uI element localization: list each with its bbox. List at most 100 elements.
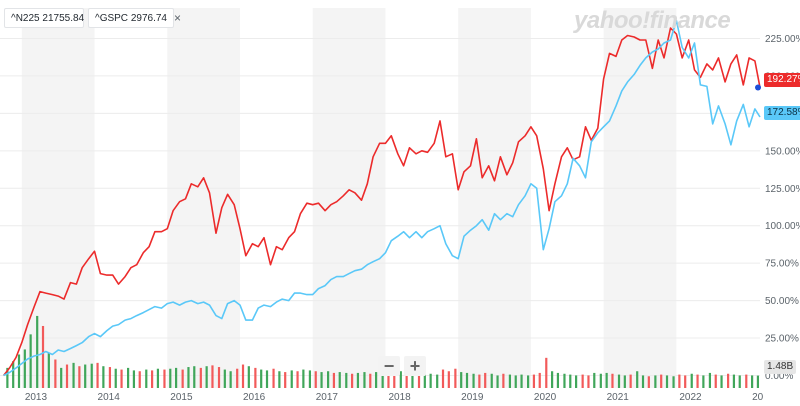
price-tag-n225: 192.27% [764, 73, 800, 87]
volume-bar [175, 367, 178, 388]
volume-bar [563, 373, 566, 388]
volume-bar [217, 367, 221, 388]
last-point-marker [755, 84, 761, 91]
volume-bar [381, 371, 384, 388]
volume-bar [429, 373, 432, 388]
volume-bar [569, 374, 572, 388]
volume-bar [460, 372, 463, 388]
volume-bar [436, 374, 439, 388]
series-line-n225[interactable] [2, 27, 761, 376]
volume-bar [96, 362, 99, 388]
volume-bar [441, 369, 445, 388]
volume-bar [284, 372, 287, 388]
x-tick-label: 2017 [316, 392, 339, 403]
volume-bar [84, 364, 87, 388]
volume-bar [702, 375, 705, 388]
zoom-out-button[interactable]: − [378, 356, 400, 376]
volume-bar [629, 374, 632, 388]
volume-bar [65, 364, 69, 388]
volume-bar [690, 373, 693, 388]
volume-bar [327, 371, 330, 388]
close-icon[interactable]: × [173, 11, 181, 25]
price-tag-gspc: 172.58% [764, 106, 800, 120]
volume-bar [29, 334, 32, 388]
volume-bar [145, 369, 148, 388]
volume-bar [17, 354, 21, 388]
volume-bar [617, 374, 621, 388]
volume-bar [696, 374, 699, 388]
x-axis-ticks: 2013 2014 2015 2016 2017 2018 2019 2020 2021 2022… [25, 392, 764, 403]
volume-bar [641, 375, 645, 388]
volume-bar [187, 367, 190, 388]
volume-bar [581, 374, 584, 388]
volume-bar [538, 372, 541, 388]
volume-bar [654, 375, 657, 388]
volume-bar [545, 357, 548, 388]
x-tick-label: 2019 [461, 392, 484, 403]
yahoo-finance-watermark: yahoo!finance [574, 7, 731, 34]
volume-bar [672, 376, 675, 388]
series-lines [2, 19, 761, 377]
volume-bar [417, 373, 421, 388]
year-band [603, 8, 677, 388]
volume-bar [514, 375, 517, 388]
volume-bar [684, 375, 687, 388]
volume-bar [465, 372, 469, 388]
volume-bar [447, 371, 450, 388]
volume-bar [241, 364, 245, 388]
volume-bar [278, 371, 281, 388]
volume-bar [738, 375, 741, 388]
volume-bar [423, 372, 426, 388]
volume-bar [472, 373, 475, 388]
volume-bar [727, 373, 730, 388]
volume-bar [205, 366, 208, 388]
x-tick-label: 2021 [607, 392, 630, 403]
volume-bar [90, 363, 93, 388]
year-band [312, 8, 386, 388]
volume-bar [223, 369, 226, 388]
y-tick-label: 150.00% [765, 146, 800, 157]
x-tick-label: 2018 [388, 392, 411, 403]
x-tick-label: 20 [752, 392, 764, 403]
volume-bar [387, 370, 390, 388]
volume-bar [265, 370, 269, 388]
volume-bar [490, 373, 493, 388]
volume-bar [708, 372, 712, 388]
volume-bar [138, 371, 141, 388]
volume-bar [338, 372, 341, 388]
legend-item-gspc[interactable]: ^GSPC 2976.74 × [88, 8, 181, 28]
volume-bar [556, 372, 560, 388]
volume-bar [247, 366, 250, 388]
volume-bar [356, 372, 360, 388]
year-band [167, 8, 240, 388]
volume-bar [169, 368, 172, 388]
volume-bar [393, 367, 396, 388]
series-line-gspc[interactable] [3, 19, 761, 377]
volume-bar [193, 366, 196, 388]
volume-bar [720, 375, 723, 388]
x-tick-label: 2022 [679, 392, 702, 403]
volume-bar [332, 372, 336, 388]
volume-bar [211, 365, 214, 388]
volume-bar [345, 372, 348, 388]
volume-bar [254, 367, 257, 388]
x-tick-label: 2014 [98, 392, 121, 403]
zoom-in-button[interactable]: + [404, 356, 426, 376]
volume-bar [454, 368, 457, 388]
year-band [21, 8, 95, 388]
volume-bar [72, 362, 75, 388]
volume-bar [156, 368, 160, 388]
volume-bar [127, 367, 130, 388]
volume-bar [296, 371, 299, 388]
y-gridlines [0, 37, 760, 377]
volume-bar [623, 375, 626, 388]
legend-value: 21755.84 [42, 12, 85, 24]
volume-bars [6, 315, 760, 388]
volume-bar [41, 325, 45, 388]
legend-item-n225[interactable]: ^N225 21755.84 [4, 8, 84, 28]
volume-bar [54, 359, 57, 388]
volume-bar [551, 371, 554, 388]
volume-bar [6, 367, 9, 388]
volume-bar [405, 372, 408, 388]
